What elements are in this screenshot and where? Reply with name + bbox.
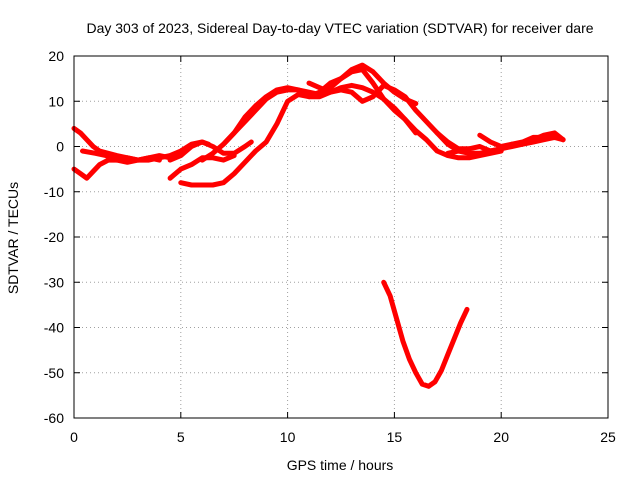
axis-ticks: 0 5 10 15 20 25 -60 -50 -40 -30 -20 -10 0 10 20 bbox=[44, 48, 616, 445]
x-tick-label: 25 bbox=[600, 429, 616, 445]
x-tick-label: 0 bbox=[70, 429, 78, 445]
series-arc-12 bbox=[477, 130, 566, 149]
y-tick-label: -10 bbox=[44, 184, 64, 200]
series-dip-arc bbox=[381, 279, 470, 389]
x-tick-label: 5 bbox=[177, 429, 185, 445]
y-tick-label: -20 bbox=[44, 229, 64, 245]
series-arc-3 bbox=[80, 148, 162, 165]
chart-title: Day 303 of 2023, Sidereal Day-to-day VTE… bbox=[86, 20, 593, 36]
y-tick-label: 10 bbox=[48, 93, 64, 109]
y-tick-label: -60 bbox=[44, 410, 64, 426]
y-tick-label: 0 bbox=[56, 139, 64, 155]
y-tick-label: -40 bbox=[44, 320, 64, 336]
y-tick-label: -30 bbox=[44, 274, 64, 290]
series-arc-8 bbox=[221, 67, 504, 161]
x-tick-label: 10 bbox=[280, 429, 296, 445]
y-axis-label: SDTVAR / TECUs bbox=[5, 182, 21, 294]
y-tick-label: -50 bbox=[44, 365, 64, 381]
x-tick-label: 15 bbox=[387, 429, 403, 445]
series-arc-4 bbox=[167, 139, 254, 163]
x-axis-label: GPS time / hours bbox=[287, 457, 394, 473]
series-arc-11 bbox=[434, 130, 472, 152]
series-layer bbox=[71, 62, 566, 389]
x-tick-label: 20 bbox=[493, 429, 509, 445]
y-tick-label: 20 bbox=[48, 48, 64, 64]
